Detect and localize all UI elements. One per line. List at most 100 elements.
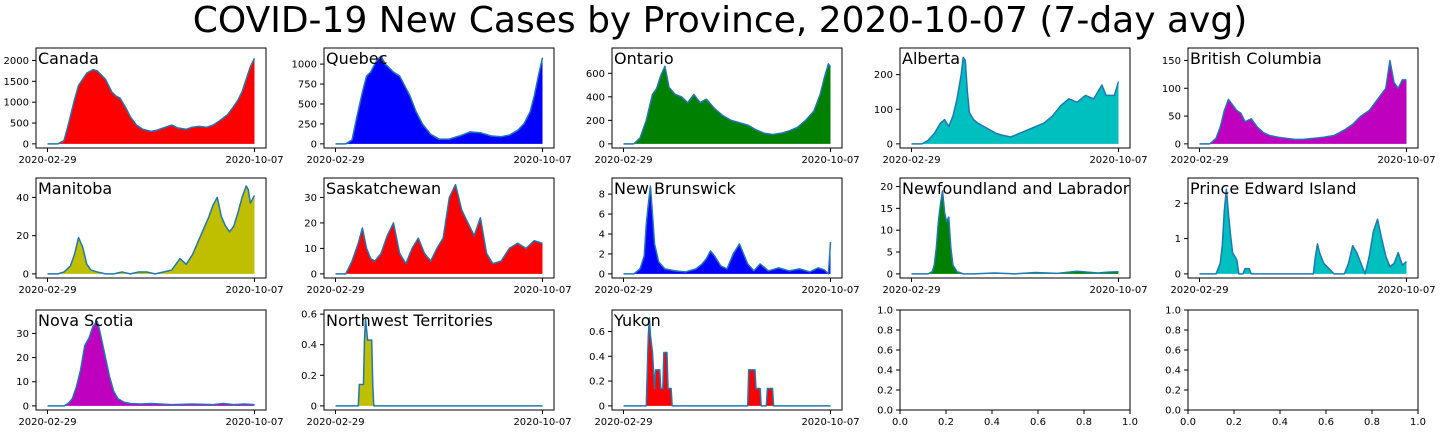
axes-frame (899, 309, 1131, 411)
y-tick-label: 200 (586, 116, 605, 127)
x-tick-label: 2020-02-29 (18, 155, 76, 166)
y-tick-label: 0 (23, 139, 29, 150)
axes-frame (611, 309, 843, 411)
panel-title: Prince Edward Island (1190, 179, 1357, 198)
series-line (623, 317, 831, 407)
axes-frame (899, 177, 1131, 279)
x-tick-label: 0.8 (1076, 417, 1092, 428)
y-tick-label: 30 (304, 193, 317, 204)
y-tick-label: 0.4 (301, 340, 317, 351)
y-tick-label: 1.0 (877, 306, 893, 317)
series-area (623, 317, 831, 406)
y-tick-label: 0 (1175, 269, 1181, 280)
x-tick-label: 0.0 (892, 417, 908, 428)
y-tick-label: 0.6 (301, 310, 317, 321)
panel-title: British Columbia (1190, 49, 1322, 68)
x-tick-label: 2020-10-07 (1089, 155, 1147, 166)
series-line (47, 58, 256, 145)
panel-5: 0 50 100 150 2020-02-29 2020-10-07 British Col… (1162, 47, 1436, 166)
series-area (47, 185, 255, 274)
panel-11: 0 10 20 30 2020-02-29 2020-10-07 Nova Scotia (16, 309, 284, 428)
y-tick-label: 50 (1168, 112, 1181, 123)
x-tick-label: 2020-10-07 (513, 285, 571, 296)
x-tick-label: 2020-02-29 (594, 417, 652, 428)
x-tick-label: 2020-10-07 (801, 155, 859, 166)
panel-title: Nova Scotia (38, 311, 133, 330)
series-line (1199, 59, 1407, 145)
panel-7: 0 10 20 30 2020-02-29 2020-10-07 Saskatchewan (304, 177, 572, 296)
y-tick-label: 20 (304, 218, 317, 229)
y-tick-label: 250 (298, 119, 317, 130)
y-tick-label: 0.8 (1165, 326, 1181, 337)
panel-title: Ontario (614, 49, 674, 68)
y-tick-label: 10 (880, 226, 893, 237)
x-tick-label: 2020-02-29 (1170, 155, 1228, 166)
y-tick-label: 0 (887, 269, 893, 280)
series-area (623, 63, 831, 144)
series-area (47, 58, 255, 144)
y-tick-label: 20 (16, 231, 29, 242)
series-line (335, 317, 543, 407)
y-tick-label: 0 (311, 269, 317, 280)
x-tick-label: 2020-02-29 (1170, 285, 1228, 296)
panel-15: 0.00.0 0.2 0.2 0.4 0.4 0.6 0.6 0.8 0.8 1.0 1.0 (1165, 306, 1426, 429)
y-tick-label: 0.2 (589, 377, 605, 388)
y-tick-label: 0 (599, 139, 605, 150)
x-tick-label: 2020-10-07 (225, 155, 283, 166)
y-tick-label: 150 (1162, 56, 1181, 67)
x-tick-label: 2020-10-07 (513, 155, 571, 166)
series-area (911, 190, 1119, 274)
x-tick-label: 2020-02-29 (306, 155, 364, 166)
y-tick-label: 2000 (4, 56, 29, 67)
axes-frame (899, 47, 1131, 149)
panel-9: 0 5 10 15 20 2020-02-29 2020-10-07 Newfoundland… (880, 177, 1148, 296)
y-tick-label: 20 (880, 182, 893, 193)
x-tick-label: 2020-02-29 (594, 155, 652, 166)
axes-frame (611, 47, 843, 149)
y-tick-label: 40 (16, 193, 29, 204)
y-tick-label: 200 (874, 70, 893, 81)
axes-frame (35, 177, 267, 279)
x-tick-label: 2020-10-07 (513, 417, 571, 428)
panel-1: 0 500 1000 1500 2000 2020-02-29 2020-10-07 Cana… (4, 47, 284, 166)
y-tick-label: 0 (887, 139, 893, 150)
figure-title: COVID-19 New Cases by Province, 2020-10-… (193, 0, 1248, 41)
x-tick-label: 2020-02-29 (882, 155, 940, 166)
panel-6: 0 20 40 2020-02-29 2020-10-07 Manitoba (16, 177, 284, 296)
y-tick-label: 100 (874, 105, 893, 116)
y-tick-label: 400 (586, 92, 605, 103)
axes-frame (1187, 47, 1419, 149)
x-tick-label: 2020-10-07 (1377, 155, 1435, 166)
y-tick-label: 0.0 (877, 406, 893, 417)
series-line (1199, 188, 1407, 275)
y-tick-label: 0.6 (589, 327, 605, 338)
panel-title: Alberta (902, 49, 960, 68)
axes-frame (35, 47, 267, 149)
x-tick-label: 1.0 (1122, 417, 1138, 428)
y-tick-label: 0.4 (589, 352, 605, 363)
x-tick-label: 0.2 (1226, 417, 1242, 428)
series-line (47, 320, 255, 407)
x-tick-label: 0.6 (1318, 417, 1334, 428)
series-line (623, 185, 832, 275)
x-tick-label: 1.0 (1410, 417, 1426, 428)
panel-3: 0 200 400 600 2020-02-29 2020-10-07 Ontario (586, 47, 860, 166)
x-tick-label: 2020-10-07 (225, 285, 283, 296)
y-tick-label: 0.4 (877, 366, 893, 377)
x-tick-label: 2020-02-29 (594, 285, 652, 296)
panel-8: 0 2 4 6 8 2020-02-29 2020-10-07 New Brunswick (594, 177, 860, 296)
panel-12: 0 0.2 0.4 0.6 2020-02-29 2020-10-07 Northwest … (301, 309, 572, 428)
y-tick-label: 4 (599, 229, 605, 240)
axes-frame (323, 47, 555, 149)
x-tick-label: 2020-10-07 (801, 285, 859, 296)
series-area (335, 56, 543, 144)
panel-title: Newfoundland and Labrador (902, 179, 1130, 198)
axes-frame (1187, 309, 1419, 411)
y-tick-label: 15 (880, 204, 893, 215)
series-area (1199, 189, 1407, 274)
y-tick-label: 1500 (4, 77, 29, 88)
series-line (47, 185, 256, 275)
x-tick-label: 2020-10-07 (1377, 285, 1435, 296)
y-tick-label: 0 (23, 269, 29, 280)
